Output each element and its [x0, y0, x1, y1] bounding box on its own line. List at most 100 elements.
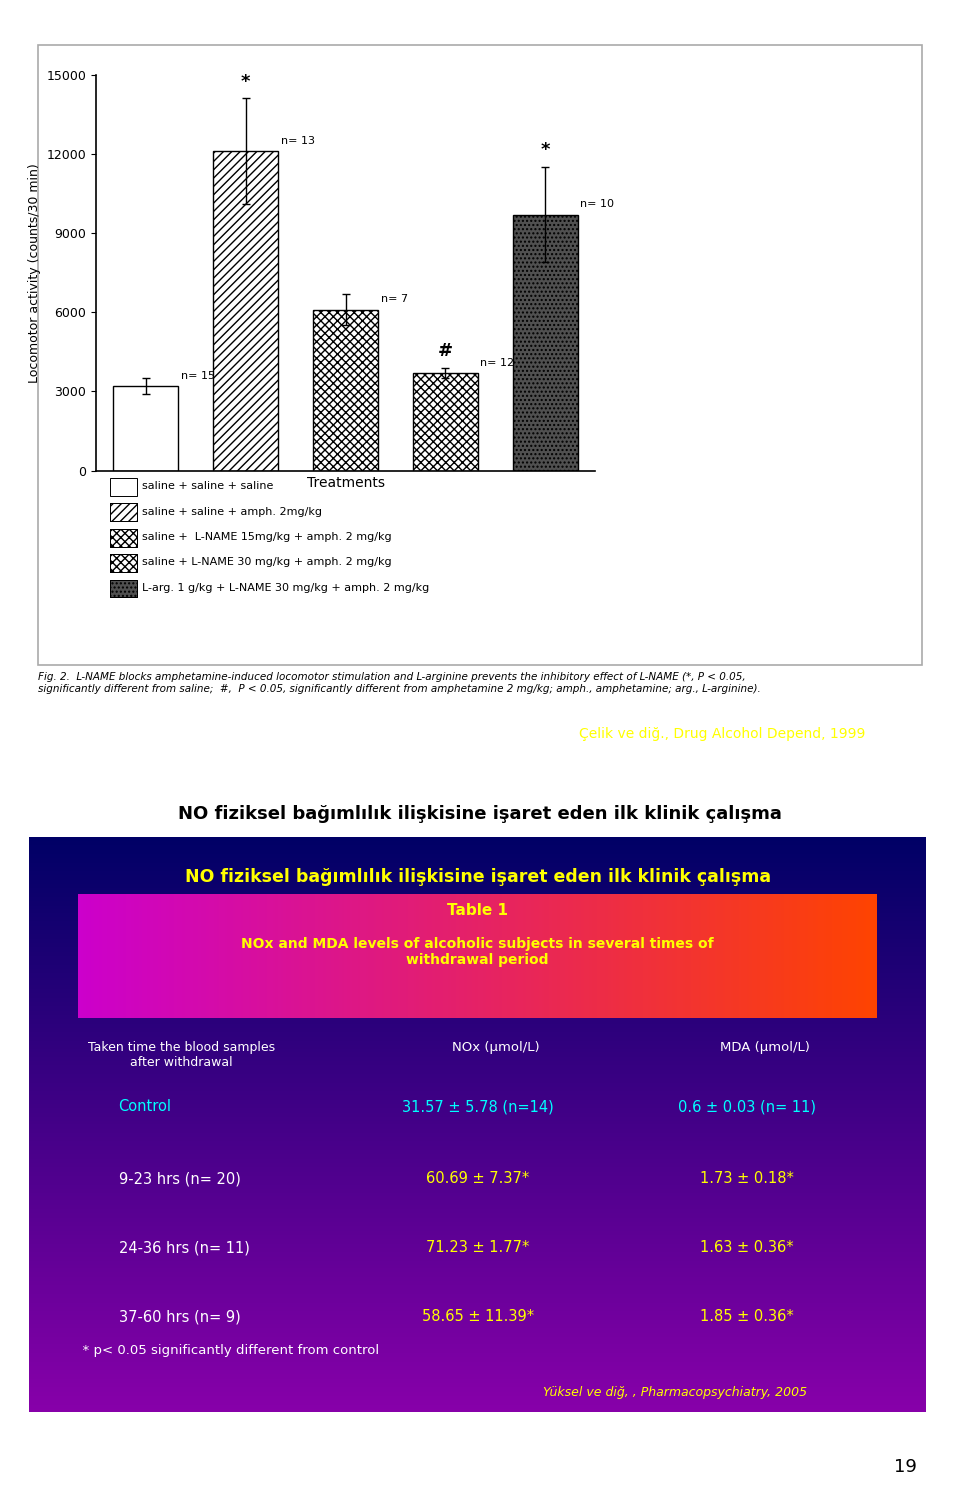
Bar — [515, 893, 517, 1017]
Bar — [387, 893, 390, 1017]
Bar — [680, 893, 683, 1017]
Bar — [661, 893, 664, 1017]
Bar — [313, 893, 315, 1017]
Bar — [627, 893, 630, 1017]
Bar — [115, 893, 118, 1017]
Bar — [110, 478, 137, 496]
Bar — [419, 893, 421, 1017]
Bar — [848, 893, 851, 1017]
Bar — [523, 893, 525, 1017]
Bar — [283, 893, 286, 1017]
Bar — [136, 893, 139, 1017]
Bar — [821, 893, 824, 1017]
Text: 71.23 ± 1.77*: 71.23 ± 1.77* — [426, 1240, 529, 1255]
Bar — [704, 893, 707, 1017]
Bar — [184, 893, 187, 1017]
Bar — [640, 893, 642, 1017]
Bar — [762, 893, 765, 1017]
Bar — [829, 893, 831, 1017]
Bar — [441, 893, 443, 1017]
Bar — [805, 893, 807, 1017]
Text: n= 12: n= 12 — [480, 357, 515, 368]
Bar — [451, 893, 454, 1017]
Bar — [541, 893, 544, 1017]
Bar — [294, 893, 297, 1017]
Bar — [757, 893, 760, 1017]
Bar — [563, 893, 565, 1017]
Text: 1.73 ± 0.18*: 1.73 ± 0.18* — [700, 1171, 794, 1186]
Bar — [110, 503, 137, 521]
Text: 1.63 ± 0.36*: 1.63 ± 0.36* — [700, 1240, 794, 1255]
Bar — [430, 893, 432, 1017]
Bar — [513, 893, 515, 1017]
Bar — [406, 893, 408, 1017]
Bar — [645, 893, 648, 1017]
Bar — [611, 893, 613, 1017]
Bar — [225, 893, 228, 1017]
Bar — [421, 893, 424, 1017]
Bar — [702, 893, 704, 1017]
Bar — [108, 893, 110, 1017]
Bar — [797, 893, 800, 1017]
Bar — [110, 529, 137, 547]
Bar — [230, 893, 232, 1017]
Text: n= 7: n= 7 — [380, 294, 408, 305]
Bar — [307, 893, 310, 1017]
Bar — [195, 893, 198, 1017]
Bar — [597, 893, 600, 1017]
Bar — [211, 893, 214, 1017]
Bar — [579, 893, 582, 1017]
Bar — [858, 893, 861, 1017]
Bar — [110, 503, 137, 521]
Bar — [110, 529, 137, 547]
Bar — [339, 893, 342, 1017]
Bar — [132, 893, 134, 1017]
Bar — [166, 893, 169, 1017]
Bar — [291, 893, 294, 1017]
Text: NOx (μmol/L): NOx (μmol/L) — [452, 1041, 540, 1053]
Bar — [349, 893, 352, 1017]
Bar — [158, 893, 160, 1017]
Bar — [321, 893, 324, 1017]
Bar — [301, 893, 304, 1017]
Bar — [491, 893, 493, 1017]
Bar — [472, 893, 475, 1017]
Bar — [304, 893, 307, 1017]
Bar — [235, 893, 238, 1017]
Bar — [810, 893, 813, 1017]
Bar — [390, 893, 393, 1017]
Bar — [749, 893, 752, 1017]
Text: L-arg. 1 g/kg + L-NAME 30 mg/kg + amph. 2 mg/kg: L-arg. 1 g/kg + L-NAME 30 mg/kg + amph. … — [142, 583, 429, 593]
Bar — [345, 893, 348, 1017]
Bar — [573, 893, 576, 1017]
Bar — [531, 893, 534, 1017]
Bar — [621, 893, 624, 1017]
Bar — [148, 893, 150, 1017]
Bar — [537, 893, 539, 1017]
Bar — [717, 893, 720, 1017]
Text: saline + saline + amph. 2mg/kg: saline + saline + amph. 2mg/kg — [142, 506, 322, 517]
Bar — [198, 893, 201, 1017]
Bar — [156, 893, 158, 1017]
Bar — [807, 893, 810, 1017]
Bar — [552, 893, 555, 1017]
Bar — [659, 893, 661, 1017]
Bar — [86, 893, 89, 1017]
Bar — [78, 893, 81, 1017]
Bar — [360, 893, 363, 1017]
Bar — [603, 893, 606, 1017]
Bar — [280, 893, 283, 1017]
Bar — [501, 893, 504, 1017]
Bar — [454, 893, 456, 1017]
Bar — [483, 893, 486, 1017]
Bar — [206, 893, 208, 1017]
Bar — [827, 893, 829, 1017]
Bar — [528, 893, 531, 1017]
Bar — [837, 893, 840, 1017]
Bar — [201, 893, 204, 1017]
Bar — [253, 893, 256, 1017]
Bar — [493, 893, 496, 1017]
Bar — [688, 893, 690, 1017]
Bar — [262, 893, 265, 1017]
Bar — [475, 893, 478, 1017]
